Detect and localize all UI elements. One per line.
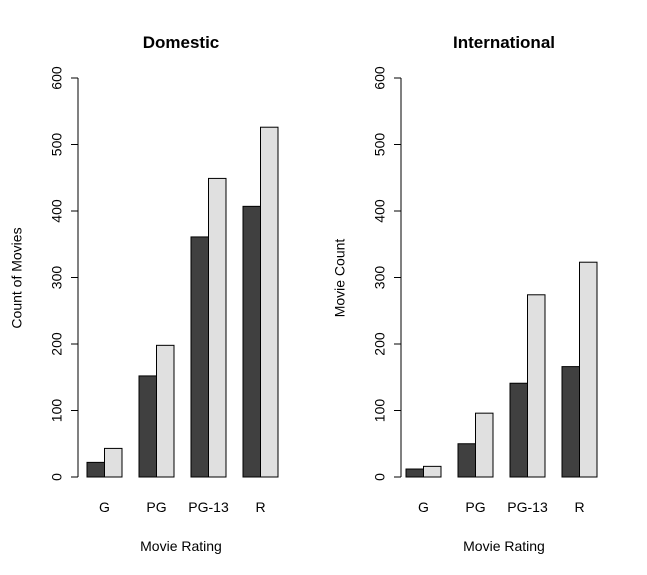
x-tick-label: G [99, 499, 110, 515]
y-tick-label: 0 [372, 473, 388, 481]
x-tick-label: R [574, 499, 584, 515]
y-tick-label: 100 [49, 399, 65, 423]
y-tick-label: 0 [49, 473, 65, 481]
y-axis-label: Count of Movies [9, 227, 25, 328]
y-tick-label: 300 [49, 266, 65, 290]
bar-pg-series-2 [156, 344, 175, 478]
chart-title: Domestic [143, 33, 220, 52]
bar-r-series-2 [579, 261, 598, 478]
y-tick-label: 600 [372, 66, 388, 90]
bar-pg-series-1 [138, 375, 157, 478]
x-axis-label: Movie Rating [463, 538, 545, 554]
chart-panel-international: International 0 100 200 300 400 500 600 Movie Co… [332, 33, 598, 554]
bar-pg-13-series-2 [208, 177, 227, 478]
y-tick-label: 500 [372, 133, 388, 157]
y-tick-label: 500 [49, 133, 65, 157]
bar-r-series-1 [561, 366, 580, 478]
bar-pg-13-series-1 [190, 236, 209, 478]
x-tick-label: R [255, 499, 265, 515]
bar-g-series-2 [423, 465, 442, 478]
x-tick-label: PG [465, 499, 485, 515]
y-tick-label: 200 [372, 332, 388, 356]
y-tick-label: 400 [49, 199, 65, 223]
y-tick-label: 200 [49, 332, 65, 356]
y-tick-label: 300 [372, 266, 388, 290]
bar-g-series-2 [104, 447, 123, 478]
y-tick-label: 100 [372, 399, 388, 423]
bar-pg-13-series-2 [527, 294, 546, 478]
bar-g-series-1 [405, 468, 424, 478]
bar-pg-series-2 [475, 412, 494, 478]
bar-pg-13-series-1 [509, 382, 528, 478]
y-axis-label: Movie Count [332, 239, 348, 318]
chart-panel-domestic: Domestic 0 100 200 300 400 500 600 Count of Movi… [9, 33, 279, 554]
bar-r-series-2 [260, 126, 279, 478]
x-tick-label: PG-13 [188, 499, 229, 515]
x-axis-label: Movie Rating [140, 538, 222, 554]
bar-r-series-1 [242, 205, 261, 478]
bar-g-series-1 [86, 461, 105, 478]
y-tick-label: 400 [372, 199, 388, 223]
x-tick-label: PG [146, 499, 166, 515]
x-tick-label: G [418, 499, 429, 515]
bar-pg-series-1 [457, 443, 476, 478]
y-tick-label: 600 [49, 66, 65, 90]
chart-title: International [453, 33, 555, 52]
x-tick-label: PG-13 [507, 499, 548, 515]
